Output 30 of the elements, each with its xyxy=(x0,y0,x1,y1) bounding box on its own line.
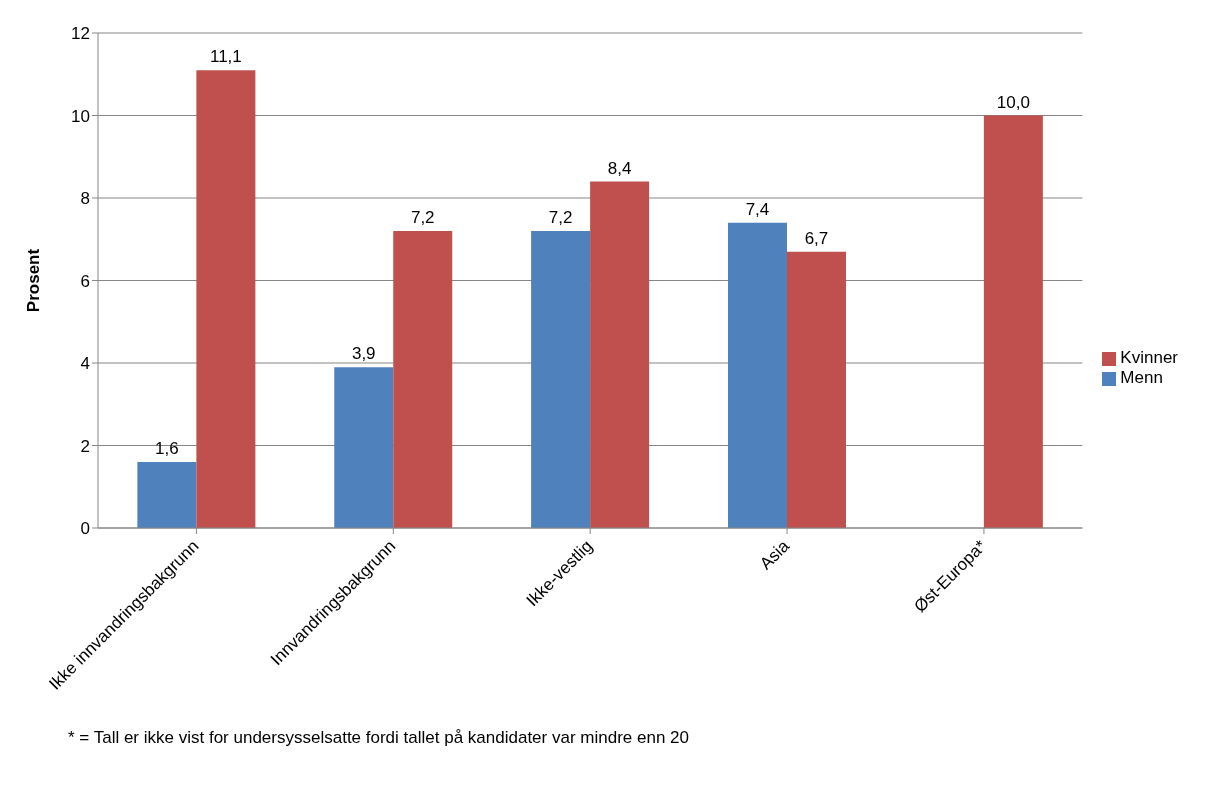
bar xyxy=(983,115,1043,528)
y-tick-label: 10 xyxy=(71,106,90,126)
bar xyxy=(196,70,256,528)
bar xyxy=(334,367,394,528)
legend-label: Menn xyxy=(1120,368,1163,387)
bar xyxy=(137,462,197,528)
bar xyxy=(727,222,787,528)
y-tick-label: 4 xyxy=(80,354,90,374)
y-tick-label: 8 xyxy=(80,189,90,209)
bar xyxy=(531,231,591,528)
bar xyxy=(590,181,650,528)
data-label: 10,0 xyxy=(996,92,1030,112)
y-tick-label: 2 xyxy=(80,436,90,456)
legend-label: Kvinner xyxy=(1120,348,1178,367)
text: * = Tall er ikke vist for undersysselsatte fordi tallet på kandidater var mindre enn 20 xyxy=(68,728,690,748)
data-label: 3,9 xyxy=(351,344,376,364)
data-label: 6,7 xyxy=(804,228,829,248)
data-label: 7,2 xyxy=(410,208,435,227)
data-label: 7,2 xyxy=(548,208,573,227)
x-tick-label: Asia xyxy=(756,536,794,574)
data-label: 11,1 xyxy=(209,47,242,67)
y-tick-label: 0 xyxy=(80,519,90,539)
bar xyxy=(786,251,846,528)
data-label: 8,4 xyxy=(607,158,632,178)
bar xyxy=(393,231,453,528)
y-tick-label: 6 xyxy=(80,271,90,291)
y-tick-label: 12 xyxy=(71,24,90,44)
data-label: 1,6 xyxy=(155,439,179,458)
y-axis-title: Prosent xyxy=(24,248,44,313)
data-label: 7,4 xyxy=(745,199,770,219)
